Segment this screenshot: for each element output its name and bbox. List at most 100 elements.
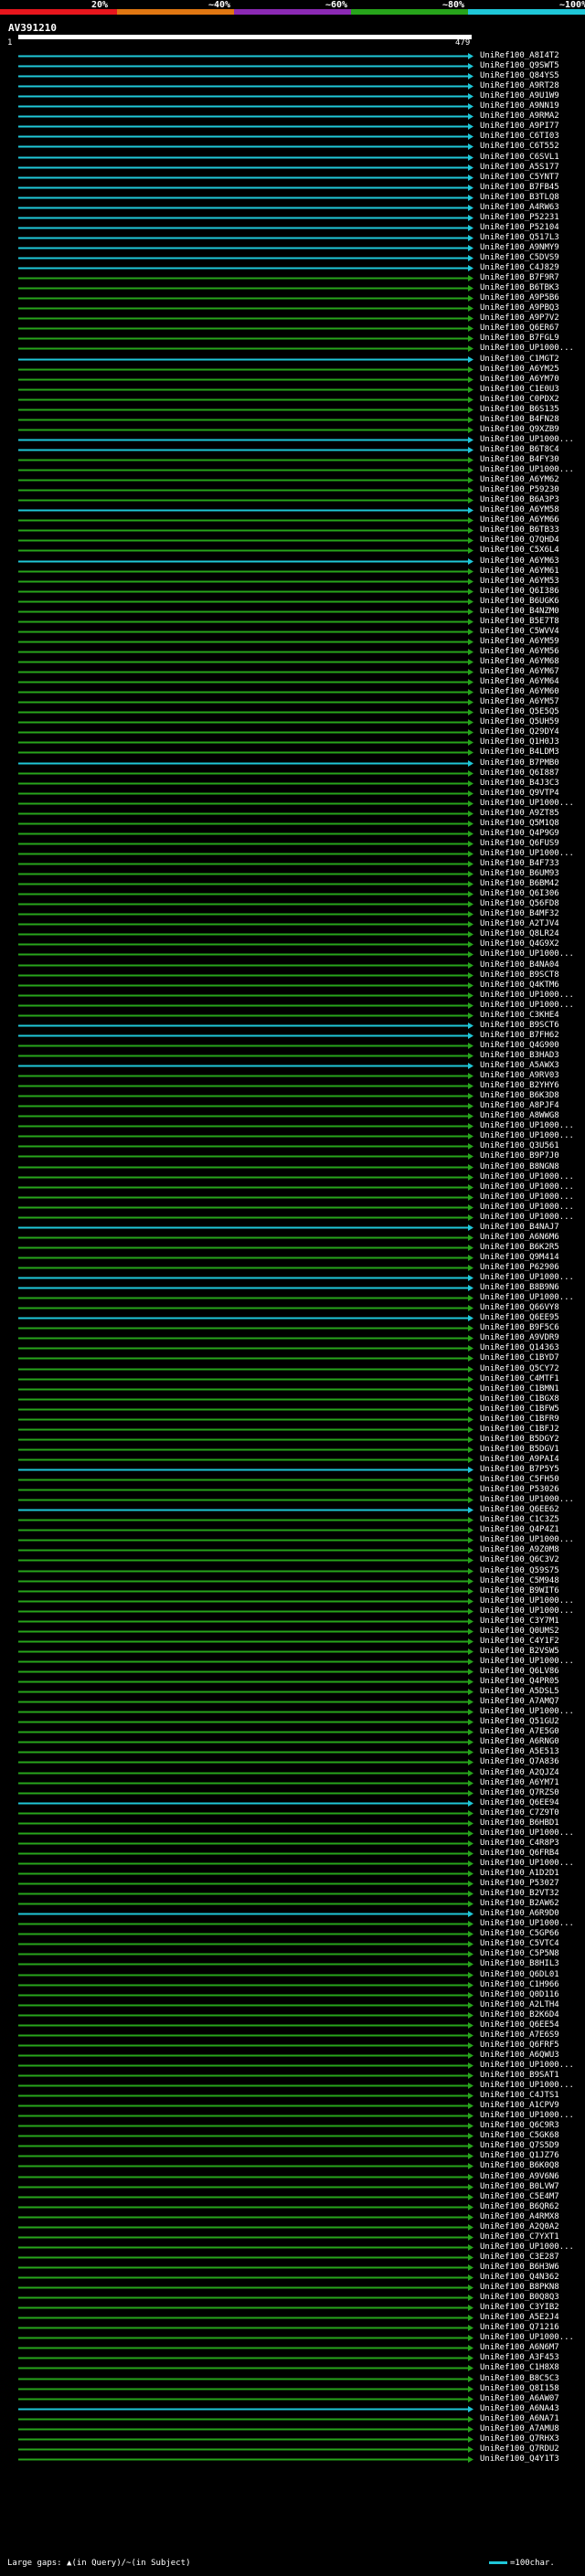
hit-label[interactable]: UniRef100_C1BYD7	[480, 1353, 559, 1363]
hit-row[interactable]: UniRef100_P62906	[0, 1263, 585, 1273]
hit-label[interactable]: UniRef100_UP1000...	[480, 848, 574, 858]
hit-row[interactable]: UniRef100_B6S135	[0, 405, 585, 415]
hit-label[interactable]: UniRef100_P59230	[480, 485, 559, 495]
hit-row[interactable]: UniRef100_Q517L3	[0, 233, 585, 243]
hit-label[interactable]: UniRef100_A9P5B6	[480, 293, 559, 303]
hit-row[interactable]: UniRef100_Q4P4Z1	[0, 1525, 585, 1535]
hit-label[interactable]: UniRef100_Q7RZS0	[480, 1787, 559, 1797]
hit-row[interactable]: UniRef100_A9ZT85	[0, 809, 585, 819]
hit-label[interactable]: UniRef100_A6YM68	[480, 657, 559, 666]
hit-row[interactable]: UniRef100_A7AMU8	[0, 2424, 585, 2434]
hit-label[interactable]: UniRef100_C5FH50	[480, 1475, 559, 1485]
hit-label[interactable]: UniRef100_C3YIB2	[480, 2303, 559, 2313]
hit-label[interactable]: UniRef100_A9P7V2	[480, 313, 559, 323]
hit-label[interactable]: UniRef100_Q7QHD4	[480, 535, 559, 546]
hit-label[interactable]: UniRef100_UP1000...	[480, 1182, 574, 1192]
hit-row[interactable]: UniRef100_B7FB45	[0, 183, 585, 193]
hit-label[interactable]: UniRef100_UP1000...	[480, 2081, 574, 2091]
hit-row[interactable]: UniRef100_C5DVS9	[0, 253, 585, 263]
hit-row[interactable]: UniRef100_B9SCT6	[0, 1021, 585, 1031]
hit-row[interactable]: UniRef100_A6YM57	[0, 697, 585, 707]
hit-row[interactable]: UniRef100_A6YM67	[0, 667, 585, 677]
hit-label[interactable]: UniRef100_B6S135	[480, 404, 559, 414]
hit-label[interactable]: UniRef100_A9VDR9	[480, 1333, 559, 1343]
hit-row[interactable]: UniRef100_B6UGK6	[0, 597, 585, 607]
hit-row[interactable]: UniRef100_UP1000...	[0, 1919, 585, 1929]
hit-label[interactable]: UniRef100_B7FB45	[480, 182, 559, 192]
hit-label[interactable]: UniRef100_B6UGK6	[480, 596, 559, 606]
hit-label[interactable]: UniRef100_B2VT32	[480, 1889, 559, 1899]
hit-row[interactable]: UniRef100_C6TI03	[0, 132, 585, 142]
hit-row[interactable]: UniRef100_Q6EE62	[0, 1505, 585, 1515]
hit-label[interactable]: UniRef100_B9WIT6	[480, 1585, 559, 1595]
hit-label[interactable]: UniRef100_Q6FRB4	[480, 1848, 559, 1858]
hit-label[interactable]: UniRef100_C1MGT2	[480, 354, 559, 364]
hit-row[interactable]: UniRef100_B4MF32	[0, 909, 585, 919]
hit-row[interactable]: UniRef100_UP1000...	[0, 991, 585, 1001]
hit-row[interactable]: UniRef100_UP1000...	[0, 2081, 585, 2091]
hit-row[interactable]: UniRef100_C1MGT2	[0, 355, 585, 365]
hit-label[interactable]: UniRef100_Q3U561	[480, 1141, 559, 1151]
hit-row[interactable]: UniRef100_A9NMY9	[0, 243, 585, 253]
hit-label[interactable]: UniRef100_B4MF32	[480, 909, 559, 919]
hit-row[interactable]: UniRef100_P59230	[0, 485, 585, 495]
hit-label[interactable]: UniRef100_Q6ER67	[480, 323, 559, 334]
hit-label[interactable]: UniRef100_UP1000...	[480, 2242, 574, 2252]
hit-row[interactable]: UniRef100_P52104	[0, 223, 585, 233]
hit-row[interactable]: UniRef100_Q7S5D9	[0, 2141, 585, 2151]
hit-label[interactable]: UniRef100_A9V6N6	[480, 2171, 559, 2181]
hit-row[interactable]: UniRef100_B8HIL3	[0, 1959, 585, 1969]
hit-label[interactable]: UniRef100_Q51GU2	[480, 1717, 559, 1727]
hit-label[interactable]: UniRef100_Q7RDU2	[480, 2443, 559, 2454]
hit-row[interactable]: UniRef100_Q29DY4	[0, 727, 585, 737]
hit-row[interactable]: UniRef100_A5S177	[0, 163, 585, 173]
hit-row[interactable]: UniRef100_Q6C3V2	[0, 1555, 585, 1565]
hit-row[interactable]: UniRef100_C5FH50	[0, 1475, 585, 1485]
hit-label[interactable]: UniRef100_P53027	[480, 1879, 559, 1889]
hit-label[interactable]: UniRef100_A5AWX3	[480, 1061, 559, 1070]
hit-label[interactable]: UniRef100_B3TLQ8	[480, 192, 559, 202]
hit-label[interactable]: UniRef100_B4J3C3	[480, 778, 559, 788]
hit-label[interactable]: UniRef100_C1BGX8	[480, 1394, 559, 1404]
hit-label[interactable]: UniRef100_Q6FRF5	[480, 2040, 559, 2050]
hit-label[interactable]: UniRef100_Q5E5Q5	[480, 707, 559, 717]
hit-row[interactable]: UniRef100_UP1000...	[0, 1203, 585, 1213]
hit-row[interactable]: UniRef100_Q6FUS9	[0, 839, 585, 849]
hit-label[interactable]: UniRef100_C4Y1F2	[480, 1636, 559, 1646]
hit-label[interactable]: UniRef100_B8B9N6	[480, 1283, 559, 1293]
hit-label[interactable]: UniRef100_A6N6M6	[480, 1232, 559, 1242]
hit-row[interactable]: UniRef100_C6SVL1	[0, 153, 585, 163]
hit-label[interactable]: UniRef100_A4RW63	[480, 202, 559, 212]
hit-row[interactable]: UniRef100_UP1000...	[0, 1829, 585, 1839]
hit-row[interactable]: UniRef100_Q6EE54	[0, 2020, 585, 2030]
hit-label[interactable]: UniRef100_B7FGL9	[480, 334, 559, 344]
hit-label[interactable]: UniRef100_A7AMQ7	[480, 1697, 559, 1707]
hit-row[interactable]: UniRef100_B2AW62	[0, 1899, 585, 1909]
hit-row[interactable]: UniRef100_B2VSW5	[0, 1647, 585, 1657]
hit-label[interactable]: UniRef100_C6T552	[480, 142, 559, 152]
hit-label[interactable]: UniRef100_UP1000...	[480, 1828, 574, 1838]
hit-label[interactable]: UniRef100_A9PAI4	[480, 1454, 559, 1464]
hit-label[interactable]: UniRef100_UP1000...	[480, 434, 574, 444]
hit-label[interactable]: UniRef100_Q517L3	[480, 232, 559, 242]
hit-label[interactable]: UniRef100_A6QWU3	[480, 2050, 559, 2060]
hit-row[interactable]: UniRef100_A6AW07	[0, 2394, 585, 2404]
hit-row[interactable]: UniRef100_B3TLQ8	[0, 193, 585, 203]
hit-row[interactable]: UniRef100_A6YM60	[0, 687, 585, 697]
hit-row[interactable]: UniRef100_A6N6M6	[0, 1233, 585, 1243]
hit-row[interactable]: UniRef100_Q1JZ76	[0, 2151, 585, 2161]
hit-row[interactable]: UniRef100_Q9XZB9	[0, 425, 585, 435]
hit-label[interactable]: UniRef100_UP1000...	[480, 2333, 574, 2343]
hit-row[interactable]: UniRef100_Q6ER67	[0, 323, 585, 334]
hit-row[interactable]: UniRef100_A7E5G0	[0, 1727, 585, 1737]
hit-label[interactable]: UniRef100_UP1000...	[480, 1595, 574, 1606]
hit-label[interactable]: UniRef100_B9SAT1	[480, 2071, 559, 2080]
hit-label[interactable]: UniRef100_A5E513	[480, 1747, 559, 1757]
hit-row[interactable]: UniRef100_Q6I386	[0, 587, 585, 597]
hit-row[interactable]: UniRef100_Q8LR24	[0, 929, 585, 939]
hit-row[interactable]: UniRef100_C5P5N8	[0, 1949, 585, 1959]
hit-label[interactable]: UniRef100_A5DSL5	[480, 1687, 559, 1697]
hit-label[interactable]: UniRef100_UP1000...	[480, 990, 574, 1000]
hit-row[interactable]: UniRef100_C1BFR9	[0, 1415, 585, 1425]
hit-row[interactable]: UniRef100_Q59S75	[0, 1566, 585, 1576]
